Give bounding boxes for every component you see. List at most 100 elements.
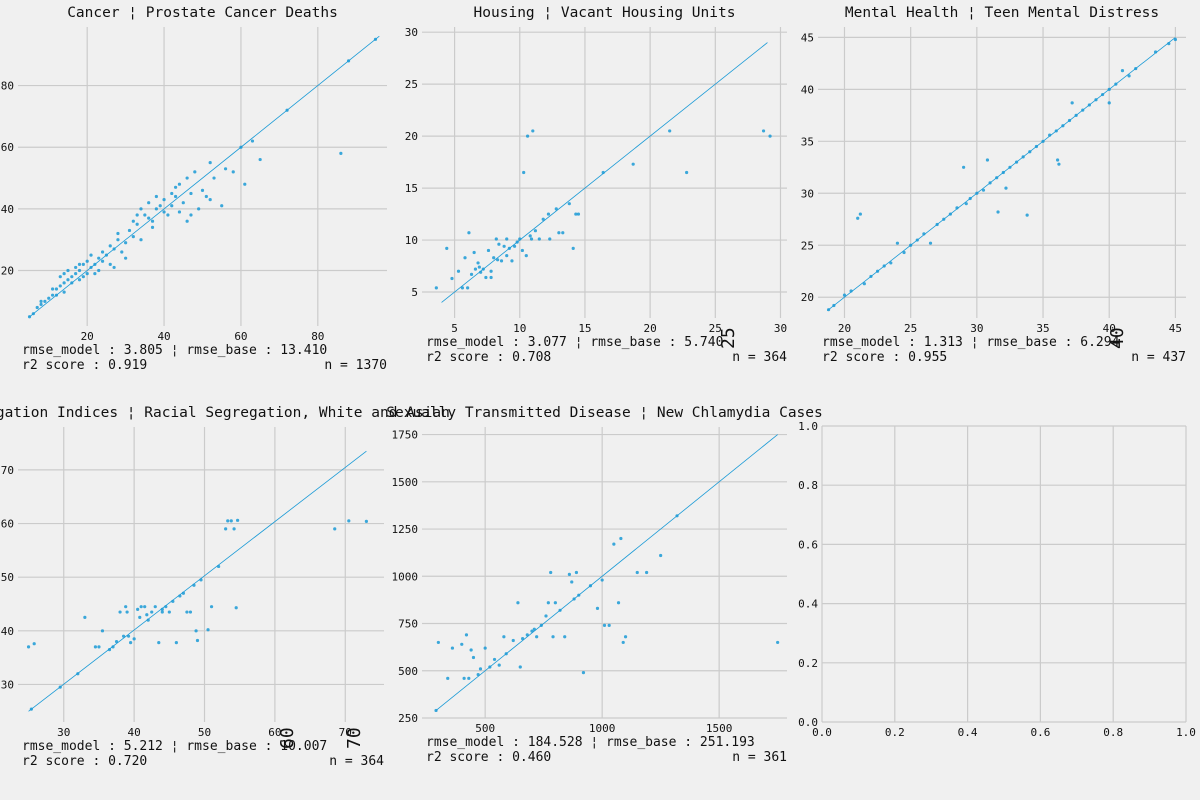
- n-label: n = 1370: [324, 358, 387, 373]
- x-tick-label: 20: [838, 322, 851, 335]
- x-tick-label: 1000: [589, 722, 616, 735]
- data-point: [975, 191, 979, 195]
- data-point: [108, 244, 112, 248]
- data-point: [962, 165, 966, 169]
- y-tick-label: 5: [411, 286, 418, 299]
- data-point: [116, 231, 120, 236]
- y-tick-label: 0.0: [798, 716, 818, 729]
- y-tick-label: 35: [801, 135, 814, 148]
- data-point: [478, 667, 483, 671]
- data-point: [570, 580, 574, 584]
- data-point: [581, 671, 586, 675]
- data-point: [125, 610, 129, 614]
- data-point: [574, 570, 579, 575]
- data-point: [93, 262, 97, 266]
- data-point: [462, 676, 466, 680]
- y-tick-label: 1750: [392, 429, 419, 442]
- data-point: [145, 613, 149, 617]
- data-point: [129, 641, 133, 645]
- data-point: [889, 261, 893, 265]
- data-point: [528, 234, 532, 238]
- data-point: [197, 207, 201, 211]
- x-tick-label: 60: [234, 330, 247, 343]
- data-point: [93, 271, 97, 276]
- data-point: [170, 204, 174, 208]
- data-point: [54, 287, 59, 291]
- data-point: [551, 635, 555, 639]
- data-point: [1127, 74, 1131, 78]
- data-point: [116, 238, 120, 242]
- data-point: [483, 646, 487, 650]
- x-tick-label: 25: [709, 322, 722, 335]
- data-point: [1070, 101, 1074, 105]
- data-point: [346, 59, 351, 63]
- data-point: [567, 202, 571, 206]
- data-point: [127, 228, 132, 233]
- data-point: [935, 222, 939, 227]
- data-point: [486, 248, 491, 253]
- data-point: [968, 196, 972, 201]
- data-point: [1107, 87, 1111, 91]
- data-point: [173, 194, 178, 199]
- data-point: [347, 519, 351, 523]
- data-point: [58, 685, 62, 689]
- data-point: [1028, 150, 1032, 154]
- data-point: [549, 570, 553, 575]
- data-point: [484, 275, 488, 280]
- data-point: [1008, 165, 1012, 169]
- data-point: [450, 276, 454, 281]
- data-point: [146, 618, 150, 622]
- data-point: [776, 640, 780, 645]
- data-point: [1054, 129, 1058, 133]
- data-point: [118, 610, 122, 614]
- x-tick-label: 0.2: [885, 726, 905, 739]
- data-point: [26, 645, 31, 649]
- data-point: [858, 212, 862, 216]
- data-point: [524, 254, 528, 258]
- data-point: [601, 170, 605, 175]
- data-point: [131, 219, 135, 223]
- data-point: [826, 308, 831, 312]
- r2-score-label: r2 score : 0.720: [22, 754, 147, 769]
- data-point: [902, 250, 906, 255]
- data-point: [1021, 155, 1025, 159]
- data-point: [62, 281, 66, 285]
- data-point: [209, 605, 214, 609]
- y-tick-label: 40: [1, 203, 14, 216]
- data-point: [111, 645, 115, 649]
- data-point: [942, 217, 946, 221]
- data-point: [27, 315, 32, 319]
- data-point: [511, 638, 515, 643]
- data-point: [185, 610, 189, 614]
- data-point: [66, 278, 70, 282]
- data-point: [1041, 139, 1045, 143]
- subplot-title: Segregation Indices ¦ Racial Segregation…: [0, 405, 450, 421]
- data-point: [1114, 82, 1118, 86]
- data-point: [243, 182, 247, 186]
- diagonal-line: [435, 434, 778, 711]
- y-tick-label: 10: [405, 234, 418, 247]
- data-point: [50, 287, 55, 291]
- x-tick-label: 0.8: [1103, 726, 1123, 739]
- data-point: [162, 198, 166, 202]
- data-point: [76, 672, 80, 676]
- data-point: [856, 216, 860, 220]
- data-point: [464, 633, 469, 637]
- data-point: [77, 268, 82, 273]
- data-point: [1153, 50, 1158, 54]
- stray-tick-label: 70: [344, 727, 365, 749]
- data-point: [97, 268, 101, 273]
- data-point: [231, 170, 235, 174]
- data-point: [70, 281, 74, 285]
- rmse-label: rmse_model : 1.313 ¦ rmse_base : 6.294: [822, 335, 1120, 350]
- x-tick-label: 0.0: [812, 726, 832, 739]
- data-point: [160, 610, 164, 614]
- data-point: [928, 241, 933, 245]
- data-point: [862, 282, 866, 286]
- data-point: [635, 570, 639, 575]
- data-point: [516, 601, 520, 605]
- data-point: [258, 157, 262, 162]
- data-point: [1120, 69, 1125, 73]
- data-point: [1087, 103, 1091, 107]
- data-point: [492, 256, 496, 260]
